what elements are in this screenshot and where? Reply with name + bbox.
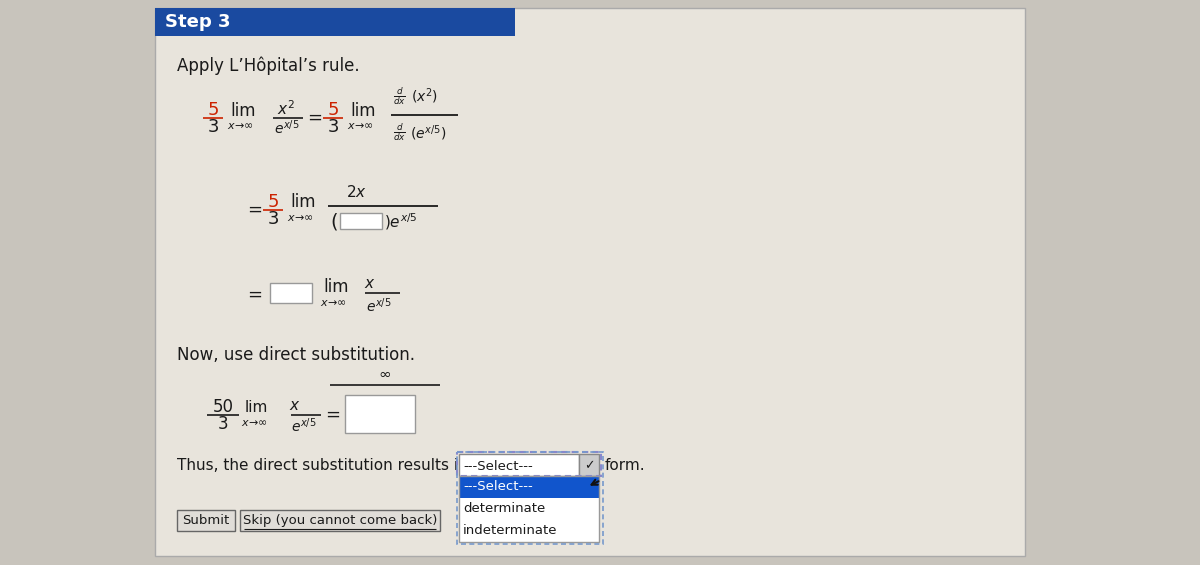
Text: 3: 3	[268, 210, 278, 228]
Text: $\frac{d}{dx}$: $\frac{d}{dx}$	[394, 85, 406, 107]
Text: Now, use direct substitution.: Now, use direct substitution.	[178, 346, 415, 364]
Text: $(x^2)$: $(x^2)$	[410, 86, 438, 106]
Text: lim: lim	[245, 399, 269, 415]
Text: $e^{x/5}$: $e^{x/5}$	[292, 417, 317, 435]
Bar	[178, 510, 235, 531]
Bar	[458, 454, 580, 476]
Text: Submit: Submit	[182, 514, 229, 527]
Bar	[458, 476, 599, 542]
Text: form.: form.	[605, 459, 646, 473]
Text: ---Select---: ---Select---	[463, 480, 533, 493]
Text: 50: 50	[212, 398, 234, 416]
Text: )$e^{x/5}$: )$e^{x/5}$	[384, 212, 418, 232]
Text: lim: lim	[323, 278, 348, 296]
Text: $x\!\rightarrow\!\infty$: $x\!\rightarrow\!\infty$	[320, 298, 347, 308]
Text: 3: 3	[217, 415, 228, 433]
Bar	[457, 452, 601, 476]
Bar	[155, 8, 515, 36]
Text: $\left(e^{x/5}\right)$: $\left(e^{x/5}\right)$	[410, 123, 446, 143]
Text: determinate: determinate	[463, 502, 545, 515]
Text: lim: lim	[350, 102, 376, 120]
Text: 5: 5	[328, 101, 338, 119]
Bar	[240, 510, 440, 531]
Text: $x\!\rightarrow\!\infty$: $x\!\rightarrow\!\infty$	[227, 121, 254, 131]
Text: $x^2$: $x^2$	[277, 99, 295, 118]
Text: =: =	[247, 286, 263, 304]
Text: $\frac{d}{dx}$: $\frac{d}{dx}$	[394, 121, 406, 143]
Text: =: =	[247, 201, 263, 219]
Text: 5: 5	[208, 101, 218, 119]
Text: $x$: $x$	[365, 276, 376, 292]
Bar	[580, 454, 599, 476]
Text: $x\!\rightarrow\!\infty$: $x\!\rightarrow\!\infty$	[347, 121, 374, 131]
Text: 5: 5	[268, 193, 278, 211]
Text: $x$: $x$	[289, 398, 301, 414]
Text: lim: lim	[230, 102, 256, 120]
Bar	[270, 283, 312, 303]
Text: =: =	[325, 406, 341, 424]
Text: indeterminate: indeterminate	[463, 524, 558, 537]
Text: Apply L’Hôpital’s rule.: Apply L’Hôpital’s rule.	[178, 56, 360, 75]
Text: $e^{x/5}$: $e^{x/5}$	[274, 119, 300, 137]
Text: (: (	[330, 212, 337, 232]
Bar	[340, 213, 382, 229]
Bar	[155, 8, 1025, 556]
Text: 3: 3	[328, 118, 338, 136]
Bar	[457, 452, 604, 544]
Text: ✓: ✓	[583, 459, 594, 472]
Text: $x\!\rightarrow\!\infty$: $x\!\rightarrow\!\infty$	[241, 418, 268, 428]
Text: $2x$: $2x$	[346, 184, 366, 200]
Text: 3: 3	[208, 118, 218, 136]
Text: =: =	[307, 109, 323, 127]
Text: Skip (you cannot come back): Skip (you cannot come back)	[242, 514, 437, 527]
Bar	[458, 476, 599, 498]
Text: Step 3: Step 3	[166, 13, 230, 31]
Text: $\infty$: $\infty$	[378, 366, 391, 380]
Text: $e^{x/5}$: $e^{x/5}$	[366, 297, 391, 315]
Text: ---Select---: ---Select---	[463, 459, 533, 472]
Bar	[346, 395, 415, 433]
Bar	[458, 520, 599, 542]
Text: Thus, the direct substitution results in: Thus, the direct substitution results in	[178, 459, 468, 473]
Text: $x\!\rightarrow\!\infty$: $x\!\rightarrow\!\infty$	[287, 213, 314, 223]
Text: lim: lim	[290, 193, 316, 211]
Bar	[458, 498, 599, 520]
